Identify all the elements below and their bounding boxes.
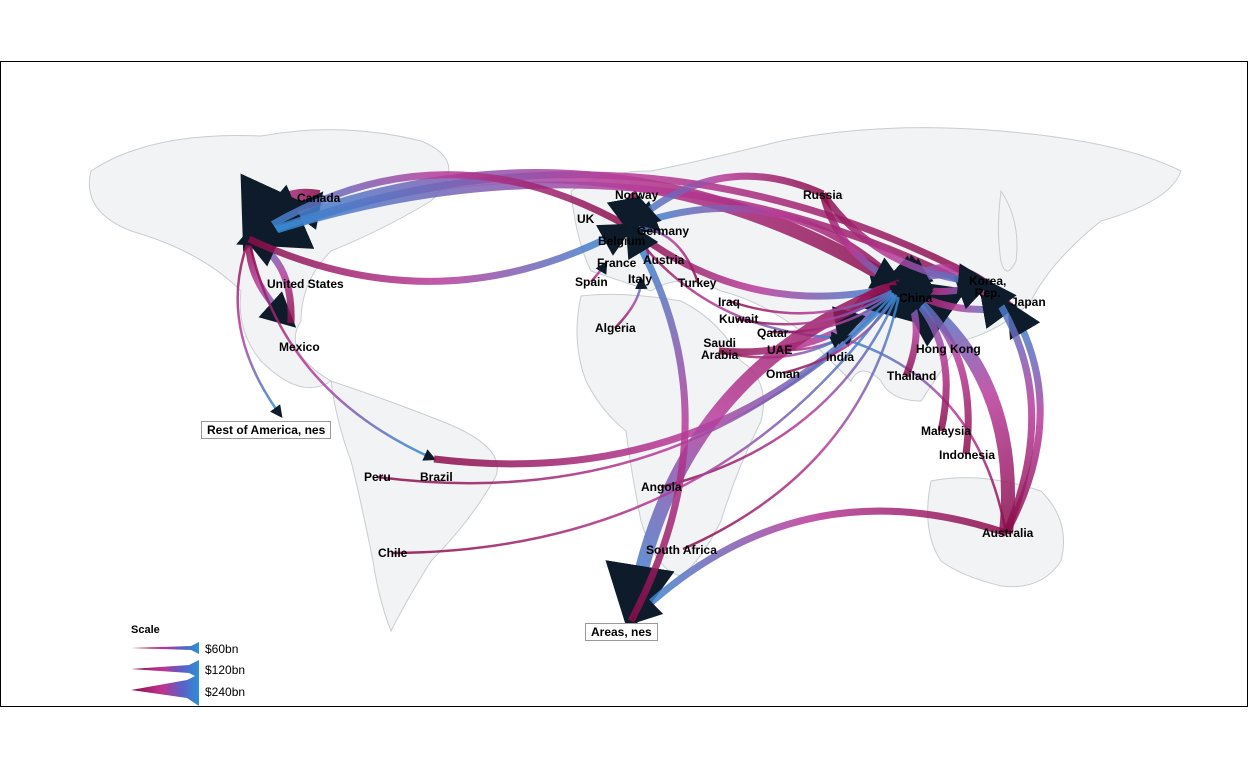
trade-flow-arc: [614, 276, 648, 329]
country-label: Austria: [643, 253, 685, 267]
country-label: Norway: [615, 188, 659, 202]
country-label: UK: [577, 212, 595, 226]
legend-swatch-120: [131, 660, 199, 678]
country-label: Hong Kong: [916, 342, 981, 356]
trade-flow-map: Canada United States Mexico Rest of America…: [0, 61, 1248, 707]
trade-flow-arc: [682, 283, 906, 551]
country-label: Malaysia: [921, 424, 972, 438]
trade-flows: [236, 169, 1044, 635]
country-label: Thailand: [887, 369, 937, 383]
trade-flow-arc: [896, 280, 933, 378]
land-shape: [998, 189, 1018, 272]
country-label: Japan: [1011, 295, 1046, 309]
legend-title: Scale: [131, 624, 160, 636]
country-label: Areas, nes: [585, 623, 658, 641]
country-label: South Africa: [646, 543, 717, 557]
country-label: Saudi Arabia: [701, 336, 739, 362]
country-label: Angola: [641, 480, 682, 494]
trade-flow-arc: [838, 334, 1008, 534]
land-shape: [576, 293, 764, 577]
country-label: Turkey: [678, 276, 717, 290]
trade-flow-arc: [236, 238, 283, 419]
trade-flow-arc: [243, 171, 631, 243]
trade-flow-arc: [590, 260, 608, 283]
land-shape: [330, 380, 498, 633]
country-label: Qatar: [757, 326, 789, 340]
trade-flow-arc: [778, 336, 844, 352]
trade-flow-arc: [728, 284, 904, 315]
legend-value-240: $240bn: [205, 685, 246, 699]
trade-flow-arc: [392, 283, 903, 555]
land-masses: [88, 127, 1182, 633]
country-label: Chile: [378, 546, 408, 560]
trade-flow-arc: [247, 238, 437, 461]
legend-swatch-240: [131, 674, 199, 706]
legend-value-120: $120bn: [205, 663, 246, 677]
legend-value-60: $60bn: [205, 642, 239, 656]
country-label: Canada: [297, 191, 341, 205]
land-shape: [88, 129, 450, 389]
country-label: Germany: [637, 224, 690, 238]
trade-flow-arc: [820, 191, 993, 299]
legend-swatch-60: [131, 642, 199, 654]
country-label: Algeria: [595, 321, 636, 335]
trade-flow-arc: [605, 279, 904, 635]
country-label: United States: [267, 277, 344, 291]
legend-swatches: [131, 642, 199, 706]
country-label: UAE: [767, 343, 793, 357]
country-label: Peru: [364, 470, 391, 484]
country-label: Mexico: [279, 340, 320, 354]
country-label: India: [826, 350, 855, 364]
trade-flow-arc: [736, 284, 904, 326]
trade-flow-arc: [247, 223, 636, 285]
trade-flow-arc: [625, 220, 689, 623]
country-label: Kuwait: [719, 312, 759, 326]
country-label: Italy: [628, 272, 653, 286]
map-canvas: [88, 127, 1182, 635]
country-label: Korea, Rep.: [969, 274, 1007, 300]
country-label: Belgium: [598, 234, 646, 248]
country-label: Rest of America, nes: [201, 421, 332, 439]
country-label: Oman: [766, 367, 801, 381]
trade-flow-arc: [242, 171, 988, 287]
trade-flow-arc: [625, 507, 1008, 626]
trade-flow-arc: [782, 283, 903, 375]
country-label: Russia: [803, 188, 843, 202]
trade-flow-arc: [623, 172, 825, 232]
country-label: Spain: [575, 275, 608, 289]
country-label: Indonesia: [939, 448, 996, 462]
trade-flow-arc: [770, 284, 903, 334]
country-label: Iraq: [718, 295, 741, 309]
country-label: France: [597, 256, 637, 270]
country-label: China: [899, 291, 933, 305]
country-label: Brazil: [420, 470, 453, 484]
trade-flow-arc: [981, 277, 1036, 535]
country-label: Australia: [982, 526, 1034, 540]
scale-legend: Scale $60bn $120bn $240bn Exporter Impor…: [129, 622, 259, 706]
